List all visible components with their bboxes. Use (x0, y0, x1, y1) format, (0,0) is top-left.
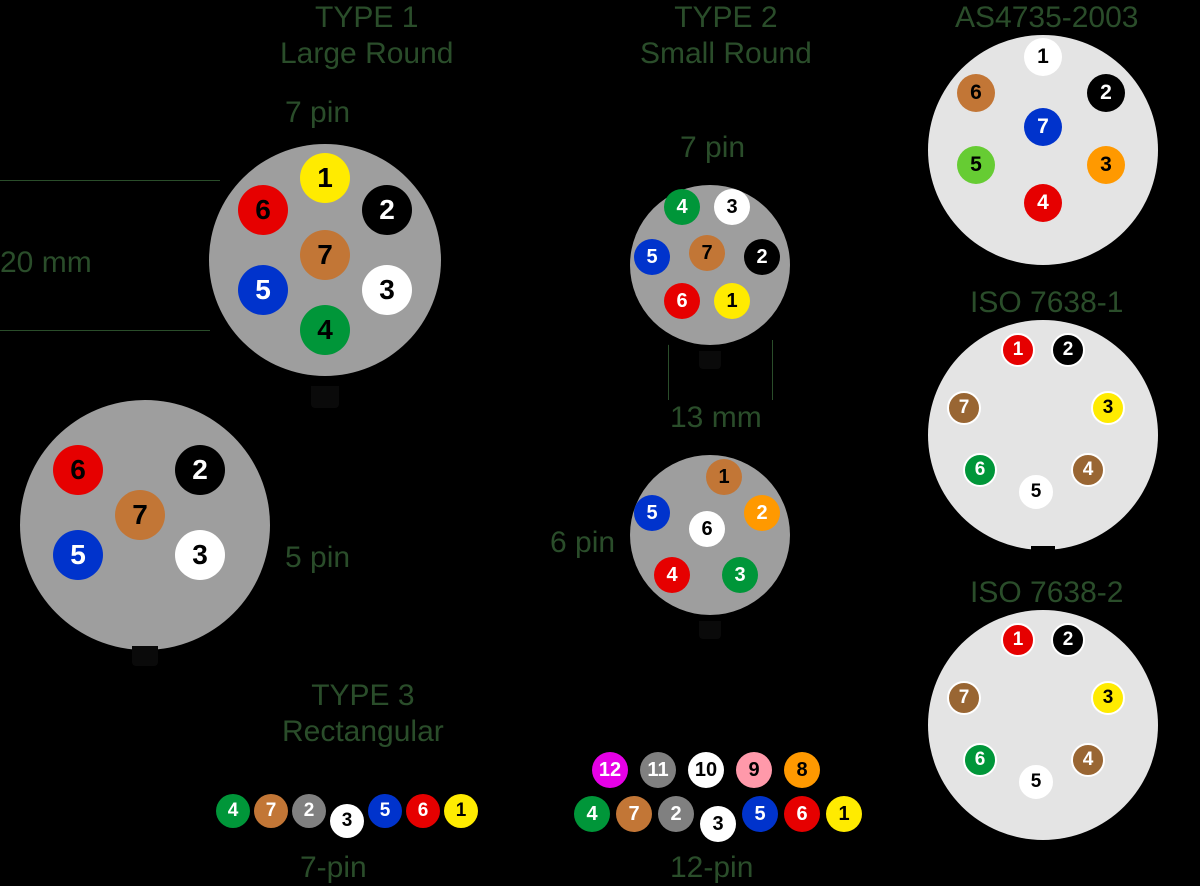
connector-rect12: 12 11 10 98 4723561 (560, 740, 880, 848)
pin-3: 3 (1087, 146, 1125, 184)
connector-tab (699, 351, 721, 369)
pin-3: 3 (1091, 681, 1125, 715)
pin-3: 3 (362, 265, 412, 315)
pin-4: 4 (300, 305, 350, 355)
connector-type2_7pin: 43 572 61 (620, 175, 800, 355)
type1-7pin-label: 7 pin (285, 95, 350, 131)
connector-as4735: 12 345 67 (928, 35, 1158, 265)
pin-2: 2 (744, 495, 780, 531)
pin-5: 5 (238, 265, 288, 315)
pin-1: 1 (706, 459, 742, 495)
connector-type1_7pin: 12 345 67 (195, 130, 455, 390)
pin-1: 1 (714, 283, 750, 319)
iso7638-2-label: ISO 7638-2 (970, 575, 1123, 611)
pin-5: 5 (957, 146, 995, 184)
pin-4: 4 (654, 557, 690, 593)
pin-3: 3 (1091, 391, 1125, 425)
pin-7: 7 (947, 681, 981, 715)
pin-1: 1 (1001, 623, 1035, 657)
pin-5: 5 (1019, 765, 1053, 799)
pin-4: 4 (1071, 743, 1105, 777)
type3-title: TYPE 3 Rectangular (282, 678, 444, 750)
pin-1: 1 (444, 794, 478, 828)
pin-3: 3 (714, 189, 750, 225)
pin-10: 10 (688, 752, 724, 788)
pin-2: 2 (658, 796, 694, 832)
type2-13mm-label: 13 mm (670, 400, 762, 436)
pin-11: 11 (640, 752, 676, 788)
pin-5: 5 (368, 794, 402, 828)
connector-tab (311, 386, 339, 408)
pin-6: 6 (664, 283, 700, 319)
pin-5: 5 (53, 530, 103, 580)
pin-3: 3 (330, 804, 364, 838)
pin-7: 7 (115, 490, 165, 540)
pin-1: 1 (1024, 38, 1062, 76)
pin-2: 2 (362, 185, 412, 235)
pin-7: 7 (616, 796, 652, 832)
pin-6: 6 (784, 796, 820, 832)
pin-1: 1 (826, 796, 862, 832)
pin-1: 1 (300, 153, 350, 203)
connector-iso7638_1: 123 456 7 (928, 320, 1158, 550)
pin-5: 5 (634, 495, 670, 531)
pin-7: 7 (947, 391, 981, 425)
pin-4: 4 (216, 794, 250, 828)
connector-tab (699, 621, 721, 639)
pin-7: 7 (689, 235, 725, 271)
dimension-line (0, 180, 220, 181)
pin-6: 6 (238, 185, 288, 235)
pin-4: 4 (574, 796, 610, 832)
pin-7: 7 (300, 230, 350, 280)
pin-7: 7 (1024, 108, 1062, 146)
pin-2: 2 (1051, 623, 1085, 657)
pin-4: 4 (1024, 184, 1062, 222)
pin-3: 3 (722, 557, 758, 593)
pin-3: 3 (700, 806, 736, 842)
type3-7pin-label: 7-pin (300, 850, 367, 886)
pin-4: 4 (664, 189, 700, 225)
connector-type1_5pin: 2 3 5 67 (20, 400, 270, 650)
pin-6: 6 (957, 74, 995, 112)
dimension-line (0, 330, 210, 331)
pin-6: 6 (53, 445, 103, 495)
type1-20mm-label: 20 mm (0, 245, 92, 281)
pin-1: 1 (1001, 333, 1035, 367)
pin-2: 2 (292, 794, 326, 828)
connector-type2_6pin: 1562 43 (620, 445, 800, 625)
pin-4: 4 (1071, 453, 1105, 487)
pin-3: 3 (175, 530, 225, 580)
pin-2: 2 (744, 239, 780, 275)
pin-2: 2 (1087, 74, 1125, 112)
pin-8: 8 (784, 752, 820, 788)
type2-7pin-label: 7 pin (680, 130, 745, 166)
pin-7: 7 (254, 794, 288, 828)
pin-2: 2 (175, 445, 225, 495)
connector-rect7: 4723561 (198, 780, 486, 848)
type2-6pin-label: 6 pin (550, 525, 615, 561)
connector-tab (132, 646, 158, 666)
type1-title: TYPE 1 Large Round (280, 0, 453, 72)
pin-5: 5 (1019, 475, 1053, 509)
type2-title: TYPE 2 Small Round (640, 0, 812, 72)
pin-2: 2 (1051, 333, 1085, 367)
as4735-label: AS4735-2003 (955, 0, 1139, 36)
iso7638-1-label: ISO 7638-1 (970, 285, 1123, 321)
type1-5pin-label: 5 pin (285, 540, 350, 576)
pin-6: 6 (689, 511, 725, 547)
pin-6: 6 (963, 453, 997, 487)
pin-5: 5 (742, 796, 778, 832)
pin-12: 12 (592, 752, 628, 788)
pin-6: 6 (963, 743, 997, 777)
connector-iso7638_2: 123 456 7 (928, 610, 1158, 840)
pin-6: 6 (406, 794, 440, 828)
connector-tab (1031, 546, 1055, 564)
type3-12pin-label: 12-pin (670, 850, 753, 886)
pin-9: 9 (736, 752, 772, 788)
pin-5: 5 (634, 239, 670, 275)
